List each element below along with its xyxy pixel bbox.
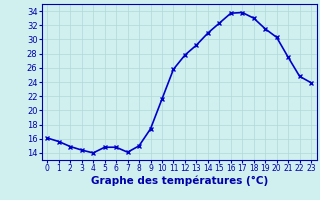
X-axis label: Graphe des températures (°C): Graphe des températures (°C)	[91, 176, 268, 186]
